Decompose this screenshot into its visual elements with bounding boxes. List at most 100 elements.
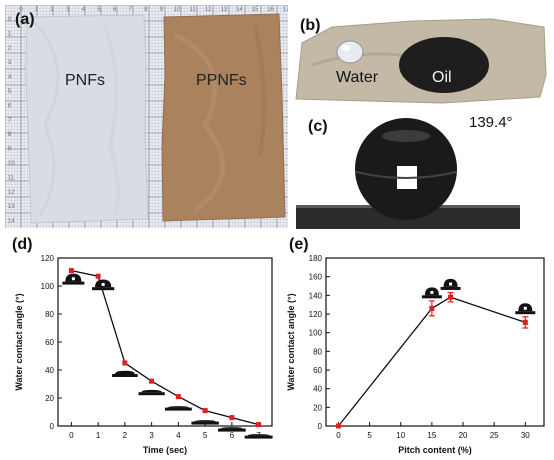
ruler-left-label: 14 bbox=[8, 219, 15, 225]
ruler-left-label: 10 bbox=[8, 161, 15, 167]
pnf-fabric bbox=[25, 14, 149, 224]
ruler-top-label: 12 bbox=[205, 7, 212, 13]
ruler-left-label: 13 bbox=[8, 204, 15, 210]
droplet-baseline bbox=[421, 295, 442, 299]
ruler-top-label: 5 bbox=[97, 7, 101, 13]
droplet-baseline bbox=[164, 407, 192, 411]
panel-label-c: (c) bbox=[308, 118, 328, 135]
photo-panel-a: 0 1 2 3 4 5 6 7 8 9 10 11 12 13 14 15 16 17 0 1 2 3 4 5 6 7 8 9 10 1… bbox=[5, 5, 288, 228]
ruler-left-label: 5 bbox=[8, 89, 12, 95]
ruler-left-label: 0 bbox=[8, 17, 12, 23]
y-tick-label: 0 bbox=[318, 422, 323, 431]
data-point bbox=[149, 378, 155, 384]
ruler-left-label: 12 bbox=[8, 190, 15, 196]
x-tick-label: 1 bbox=[96, 431, 101, 440]
x-tick-label: 20 bbox=[459, 431, 468, 440]
ruler-top-label: 1 bbox=[35, 7, 39, 13]
ruler-top-label: 0 bbox=[19, 7, 23, 13]
data-point bbox=[229, 415, 235, 421]
droplet-baseline bbox=[112, 374, 138, 377]
x-tick-label: 3 bbox=[149, 431, 154, 440]
panel-label-d: (d) bbox=[12, 236, 33, 253]
plot-frame bbox=[325, 257, 545, 427]
ruler-top-label: 3 bbox=[66, 7, 70, 13]
ppnf-label: PPNFs bbox=[196, 72, 247, 89]
data-point bbox=[95, 273, 101, 279]
y-tick-label: 40 bbox=[313, 385, 322, 394]
photo-panel-b: (b) Water Oil bbox=[292, 5, 550, 108]
droplet-inset-icon bbox=[221, 427, 243, 429]
data-point bbox=[122, 360, 128, 366]
y-tick-label: 60 bbox=[313, 366, 322, 375]
data-point bbox=[175, 394, 181, 400]
y-tick-label: 40 bbox=[45, 366, 54, 375]
ruler-left-label: 3 bbox=[8, 60, 12, 66]
data-point bbox=[68, 268, 74, 274]
chart-e-contact-angle-vs-pitch: 0 5 10 15 20 25 30 0 20 40 60 80 100 120 140 160 180 Pitc… bbox=[286, 254, 545, 455]
y-tick-label: 20 bbox=[313, 403, 322, 412]
ruler-top-label: 2 bbox=[51, 7, 55, 13]
plot-frame bbox=[57, 257, 273, 427]
y-tick-label: 120 bbox=[41, 254, 55, 263]
ruler-top-label: 17 bbox=[283, 7, 288, 13]
droplet-inset-icon bbox=[115, 370, 135, 374]
ppnf-fabric bbox=[161, 13, 286, 222]
ruler-left-label: 7 bbox=[8, 118, 12, 124]
y-tick-label: 100 bbox=[309, 329, 323, 338]
droplet-baseline bbox=[218, 428, 246, 432]
contact-angle-value: 139.4° bbox=[469, 114, 513, 131]
y-tick-label: 100 bbox=[41, 282, 55, 291]
x-tick-label: 25 bbox=[490, 431, 499, 440]
droplet-baseline bbox=[62, 281, 85, 285]
data-point bbox=[448, 294, 454, 300]
droplet-inset-icon bbox=[141, 389, 162, 393]
x-axis-label: Time (sec) bbox=[143, 445, 187, 455]
panel-label-e: (e) bbox=[289, 236, 309, 253]
droplet-inset-icon bbox=[194, 420, 216, 422]
oil-stain bbox=[399, 37, 489, 93]
ruler-top-label: 4 bbox=[82, 7, 86, 13]
ruler-left-label: 11 bbox=[8, 175, 15, 181]
ruler-top-label: 15 bbox=[252, 7, 259, 13]
series-line bbox=[337, 296, 526, 427]
ruler-left-label: 2 bbox=[8, 46, 12, 52]
pnf-label: PNFs bbox=[65, 72, 105, 89]
y-tick-label: 60 bbox=[45, 338, 54, 347]
y-tick-label: 140 bbox=[309, 291, 323, 300]
ruler-top-label: 8 bbox=[144, 7, 148, 13]
x-tick-label: 5 bbox=[203, 431, 208, 440]
oil-label: Oil bbox=[432, 69, 452, 86]
droplet-baseline bbox=[92, 287, 115, 291]
data-point bbox=[522, 319, 528, 325]
ruler-left-label: 9 bbox=[8, 147, 12, 153]
ruler-left-label: 1 bbox=[8, 31, 12, 37]
droplet-baseline bbox=[515, 311, 536, 315]
data-point bbox=[256, 422, 262, 428]
series-line bbox=[71, 269, 259, 426]
droplet-baseline bbox=[138, 392, 165, 396]
y-tick-label: 20 bbox=[45, 394, 54, 403]
droplet-baseline bbox=[244, 435, 273, 439]
y-tick-label: 120 bbox=[309, 310, 323, 319]
x-tick-label: 4 bbox=[176, 431, 181, 440]
ruler-top-label: 6 bbox=[113, 7, 117, 13]
x-tick-label: 30 bbox=[521, 431, 530, 440]
y-tick-label: 180 bbox=[309, 254, 323, 263]
data-point bbox=[429, 305, 435, 311]
ruler-top-label: 7 bbox=[129, 7, 133, 13]
x-axis-label: Pitch content (%) bbox=[398, 445, 472, 455]
y-axis-label: Water contact angle (°) bbox=[14, 293, 24, 390]
x-tick-label: 0 bbox=[69, 431, 74, 440]
x-tick-label: 2 bbox=[123, 431, 128, 440]
y-axis-label: Water contact angle (°) bbox=[286, 293, 296, 390]
droplet-inset-icon bbox=[167, 406, 189, 408]
y-tick-label: 80 bbox=[45, 310, 54, 319]
water-droplet bbox=[336, 40, 364, 64]
grid-paper: 0 1 2 3 4 5 6 7 8 9 10 11 12 13 14 15 16 17 0123456789101… bbox=[5, 5, 288, 228]
ruler-left-label: 8 bbox=[8, 132, 12, 138]
ruler-top-label: 11 bbox=[189, 7, 196, 13]
data-point bbox=[202, 408, 208, 414]
x-tick-label: 15 bbox=[427, 431, 436, 440]
data-point bbox=[335, 423, 341, 429]
x-tick-label: 0 bbox=[336, 431, 341, 440]
